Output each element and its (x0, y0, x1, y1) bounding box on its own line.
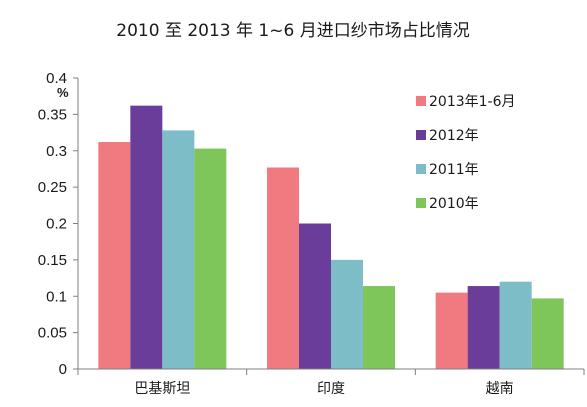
legend: 2013年1-6月 2012年 2011年 2010年 (416, 94, 516, 212)
y-tick-label: 0 (59, 361, 67, 378)
bar (331, 259, 363, 369)
axes-group: 0 0.05 0.1 0.15 0.2 0.25 0.3 0.35 0.4 巴基斯坦 印度 越南 (38, 70, 585, 397)
legend-swatch (416, 198, 426, 208)
bar (162, 130, 195, 369)
bar (499, 281, 532, 369)
y-tick-label: 0.35 (38, 106, 67, 123)
y-tick-label: 0.3 (46, 143, 67, 160)
x-category-label: 越南 (486, 381, 514, 397)
unit-label: % (57, 85, 69, 100)
y-tick-label: 0.15 (38, 252, 67, 269)
bar (363, 286, 395, 369)
y-tick-label: 0.05 (38, 325, 67, 342)
bar (130, 105, 163, 370)
bars-group (98, 105, 564, 370)
legend-label: 2010年 (429, 196, 479, 212)
bar (299, 223, 331, 369)
legend-label: 2012年 (429, 128, 479, 144)
bar (194, 148, 227, 369)
y-tick-label: 0.25 (38, 179, 67, 196)
legend-swatch (416, 164, 426, 174)
legend-swatch (416, 96, 426, 106)
bar (267, 167, 299, 369)
y-tick-label: 0.4 (46, 70, 67, 87)
legend-label: 2011年 (429, 162, 479, 178)
legend-swatch (416, 130, 426, 140)
x-category-label: 巴基斯坦 (134, 380, 190, 397)
bar (467, 286, 500, 369)
bar (531, 298, 564, 369)
bar (98, 142, 131, 369)
y-tick-label: 0.1 (46, 288, 67, 305)
chart-title: 2010 至 2013 年 1~6 月进口纱市场占比情况 (116, 21, 469, 41)
y-tick-label: 0.2 (46, 216, 67, 233)
x-category-label: 印度 (317, 381, 345, 397)
legend-label: 2013年1-6月 (429, 94, 516, 110)
bar (435, 292, 468, 369)
